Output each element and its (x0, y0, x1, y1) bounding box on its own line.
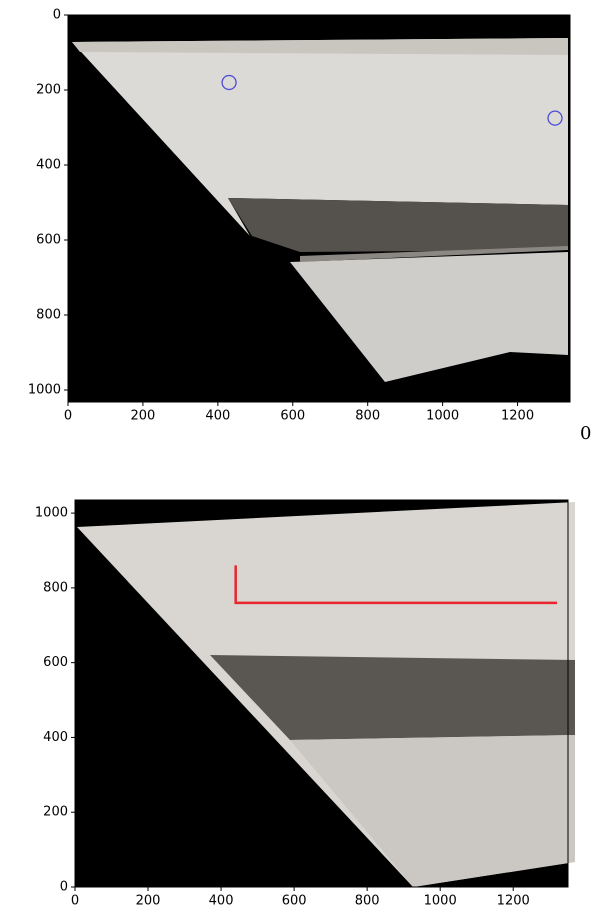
y-tick-label: 800 (43, 580, 68, 595)
red-line (234, 565, 558, 605)
y-tick-label: 800 (36, 308, 61, 323)
x-tick-label: 1200 (501, 409, 534, 424)
y-tick-label: 1000 (28, 383, 61, 398)
axes-frame (67, 14, 571, 403)
y-tick-label: 600 (36, 233, 61, 248)
x-tick-label: 200 (136, 894, 161, 909)
x-tick-label: 800 (355, 409, 380, 424)
x-tick-label: 1000 (424, 894, 457, 909)
y-tick-label: 600 (43, 655, 68, 670)
axes-frame (74, 499, 569, 888)
x-tick-label: 600 (280, 409, 305, 424)
y-tick-label: 0 (60, 880, 68, 895)
marker (221, 74, 237, 91)
x-tick-label: 0 (64, 409, 72, 424)
x-tick-label: 200 (131, 409, 156, 424)
y-tick-label: 400 (36, 158, 61, 173)
photo-top (68, 15, 570, 402)
x-tick-label: 600 (282, 894, 307, 909)
x-tick-label: 800 (355, 894, 380, 909)
marker (547, 110, 563, 126)
y-tick-label: 0 (53, 8, 61, 23)
x-tick-label: 1200 (497, 894, 530, 909)
x-tick-label: 1000 (426, 409, 459, 424)
photo-bottom (75, 500, 575, 887)
x-tick-label: 400 (205, 409, 230, 424)
x-tick-label: 0 (71, 894, 79, 909)
side-text: 0 (580, 423, 591, 444)
y-tick-label: 400 (43, 730, 68, 745)
y-tick-label: 200 (36, 83, 61, 98)
y-tick-label: 200 (43, 805, 68, 820)
x-tick-label: 400 (209, 894, 234, 909)
y-tick-label: 1000 (35, 506, 68, 521)
